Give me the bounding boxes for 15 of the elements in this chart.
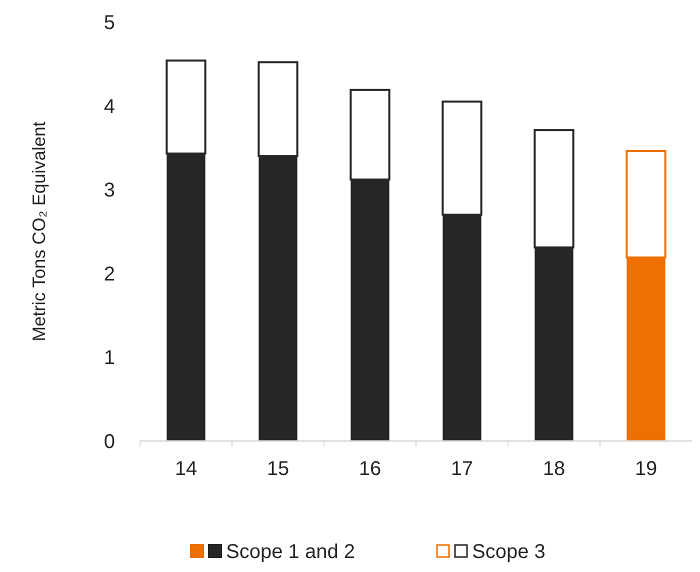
y-tick-label: 4 [104, 96, 115, 118]
x-tick-label: 18 [542, 458, 566, 480]
legend-label: Scope 3 [472, 541, 546, 563]
legend-label: Scope 1 and 2 [226, 541, 355, 563]
x-tick-label: 19 [634, 458, 658, 480]
y-axis-title: Metric Tons CO₂ Equivalent [29, 122, 49, 342]
x-tick-label: 17 [450, 458, 474, 480]
y-tick-label: 2 [104, 263, 115, 286]
x-tick-label: 16 [358, 458, 382, 480]
y-tick-label: 0 [104, 431, 115, 453]
y-tick-label: 1 [104, 347, 115, 370]
x-tick-label: 15 [266, 458, 290, 480]
y-tick-label: 3 [104, 180, 115, 202]
x-tick-label: 14 [174, 458, 198, 480]
y-tick-label: 5 [104, 12, 115, 34]
